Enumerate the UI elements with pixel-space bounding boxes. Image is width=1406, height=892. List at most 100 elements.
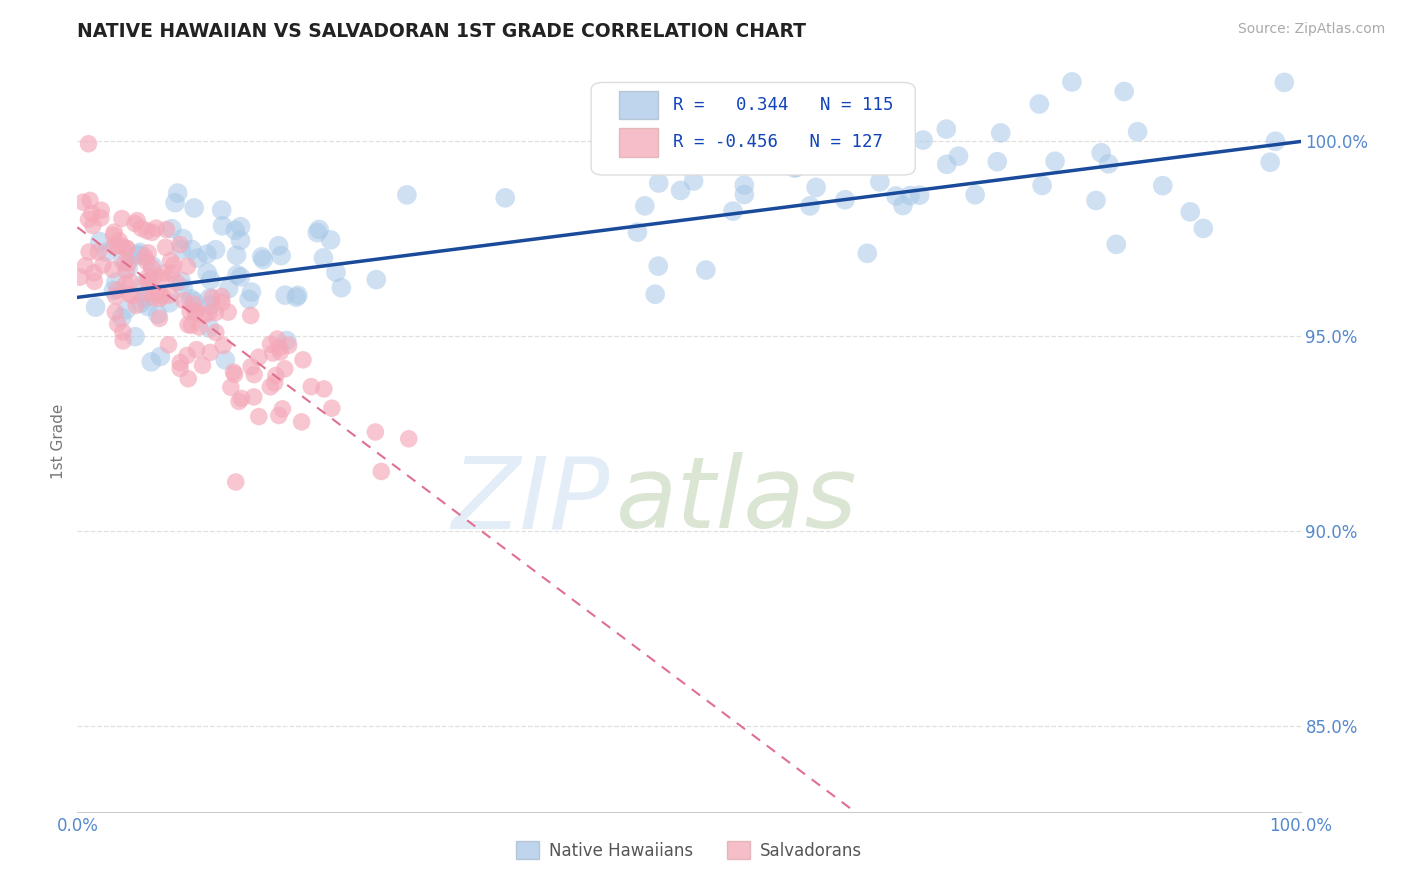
Point [269, 340, 291, 354]
Point [80, 206, 103, 220]
Point [121, 288, 143, 302]
Point [634, 199, 657, 213]
Point [891, 198, 914, 212]
Legend: Native Hawaiians, Salvadorans: Native Hawaiians, Salvadorans [509, 835, 869, 866]
Point [136, 300, 159, 314]
Point [138, 275, 160, 289]
Point [155, 240, 177, 254]
Point [276, 334, 298, 348]
Point [647, 259, 669, 273]
Point [172, 281, 194, 295]
Point [644, 287, 666, 301]
Point [243, 390, 266, 404]
Point [136, 269, 159, 284]
Point [285, 290, 308, 304]
Point [239, 309, 262, 323]
Point [136, 286, 159, 301]
Point [201, 291, 224, 305]
Point [240, 359, 263, 374]
Point [77, 212, 100, 227]
Point [173, 293, 195, 308]
Point [200, 298, 222, 312]
Point [1126, 125, 1149, 139]
Point [127, 249, 149, 263]
Point [217, 305, 239, 319]
Point [243, 368, 266, 382]
Point [180, 292, 202, 306]
Point [733, 178, 755, 193]
Point [141, 291, 163, 305]
Point [82, 219, 104, 233]
Point [111, 211, 134, 226]
Point [103, 239, 125, 253]
Point [120, 275, 142, 289]
Point [229, 219, 252, 234]
Point [364, 425, 387, 439]
Point [89, 235, 111, 249]
Point [648, 176, 671, 190]
Point [299, 379, 322, 393]
Point [395, 187, 418, 202]
Point [115, 242, 138, 256]
Point [160, 266, 183, 280]
Point [1180, 205, 1202, 219]
Point [200, 273, 222, 287]
Point [157, 295, 180, 310]
Point [238, 293, 260, 307]
Point [869, 175, 891, 189]
Point [211, 202, 233, 217]
Point [267, 238, 290, 252]
Point [125, 298, 148, 312]
Point [90, 203, 112, 218]
Point [101, 262, 124, 277]
Point [1031, 178, 1053, 193]
Point [155, 222, 177, 236]
Point [150, 271, 173, 285]
Point [87, 244, 110, 259]
Point [107, 317, 129, 331]
Point [163, 258, 186, 272]
Bar [619, 91, 658, 120]
Point [1152, 178, 1174, 193]
Point [312, 382, 335, 396]
Point [69, 270, 91, 285]
Point [204, 326, 226, 340]
Point [166, 186, 188, 200]
Text: ZIP: ZIP [451, 452, 609, 549]
Point [211, 219, 233, 233]
Point [177, 372, 200, 386]
Point [169, 355, 191, 369]
Point [72, 195, 94, 210]
Point [170, 274, 193, 288]
Point [150, 289, 173, 303]
Point [250, 250, 273, 264]
Point [195, 266, 218, 280]
Point [225, 248, 247, 262]
Point [142, 259, 165, 273]
Point [143, 269, 166, 284]
Point [114, 256, 136, 270]
Point [187, 251, 209, 265]
Point [287, 288, 309, 302]
Point [145, 221, 167, 235]
Point [159, 253, 181, 268]
Point [669, 184, 692, 198]
Text: Source: ZipAtlas.com: Source: ZipAtlas.com [1237, 22, 1385, 37]
Point [733, 187, 755, 202]
Point [200, 345, 222, 359]
Point [1192, 221, 1215, 235]
Point [141, 225, 163, 239]
Point [1105, 237, 1128, 252]
Point [149, 291, 172, 305]
Point [307, 226, 329, 240]
Point [176, 348, 198, 362]
Point [1114, 85, 1136, 99]
Point [834, 193, 856, 207]
Point [965, 187, 987, 202]
Point [240, 285, 263, 299]
Point [228, 394, 250, 409]
Point [184, 305, 207, 319]
Point [229, 233, 252, 247]
Point [1097, 157, 1119, 171]
Point [160, 221, 183, 235]
